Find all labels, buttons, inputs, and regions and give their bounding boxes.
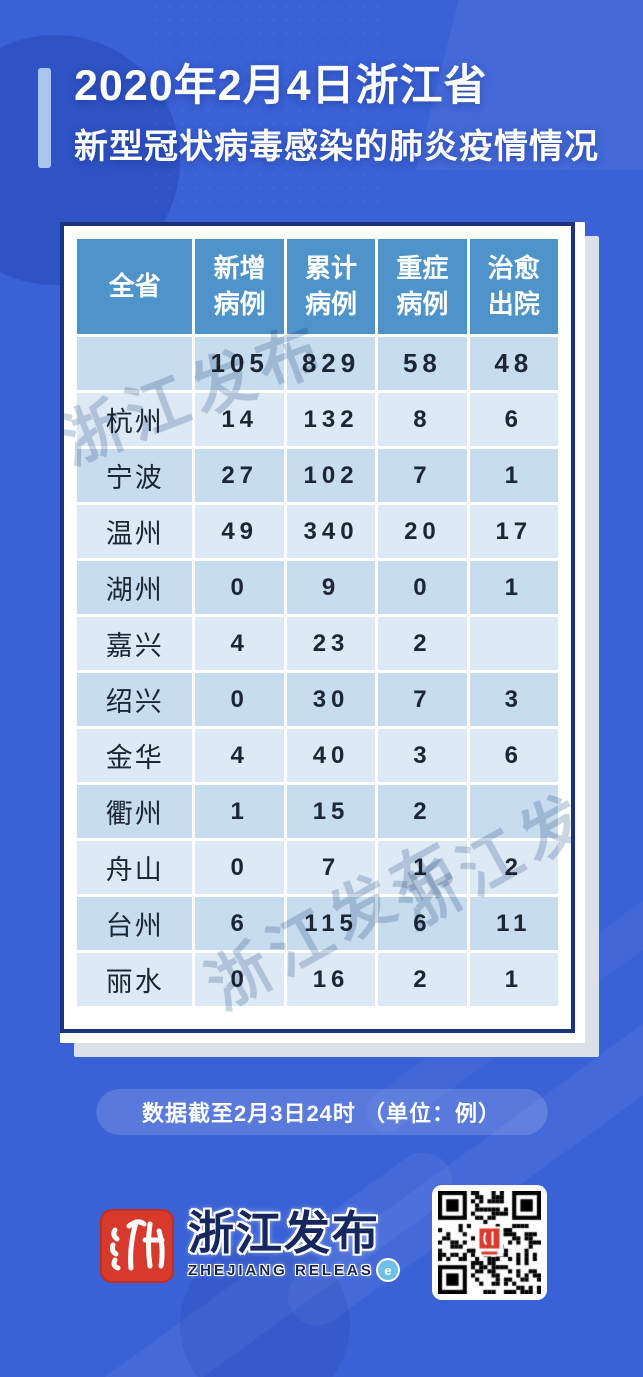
table-row: 温州 49 340 20 17 [77,505,558,558]
value-cell: 105 [195,337,284,390]
value-cell: 1 [469,561,558,614]
table-row: 舟山 0 7 1 2 [77,841,558,894]
city-cell: 杭州 [77,393,193,446]
value-cell: 15 [286,785,376,838]
poster-title-line2: 新型冠状病毒感染的肺炎疫情情况 [74,128,599,167]
city-cell: 台州 [77,897,193,950]
table-row: 105 829 58 48 [77,337,558,390]
value-cell: 0 [195,953,284,1006]
value-cell: 2 [469,841,558,894]
logo-text: 浙江发布 ZHEJIANG RELEAS e [188,1207,398,1281]
city-cell: 舟山 [77,841,193,894]
value-cell: 9 [286,561,376,614]
value-cell: 340 [286,505,376,558]
value-cell: 7 [286,841,376,894]
seal-icon [100,1209,174,1283]
value-cell: 1 [195,785,284,838]
value-cell: 58 [378,337,467,390]
table-row: 绍兴 0 30 7 3 [77,673,558,726]
header-cell-0: 全省 [77,239,193,334]
epidemic-table: 全省 新增 病例 累计 病例 重症 病例 治愈 出院 105 829 58 48 杭州 14 132… [74,236,561,1009]
value-cell [469,617,558,670]
table-row: 杭州 14 132 8 6 [77,393,558,446]
value-cell: 49 [195,505,284,558]
city-cell: 嘉兴 [77,617,193,670]
data-note-pill: 数据截至2月3日24时 （单位：例） [95,1089,548,1135]
value-cell: 132 [286,393,376,446]
title-accent-bar [38,68,51,168]
publisher-logo: 浙江发布 ZHEJIANG RELEAS e [100,1209,398,1283]
table-row: 台州 6 115 6 11 [77,897,558,950]
poster-title-line1: 2020年2月4日浙江省 [74,62,488,110]
value-cell: 4 [195,617,284,670]
title-block: 2020年2月4日浙江省 新型冠状病毒感染的肺炎疫情情况 [38,62,599,168]
value-cell: 40 [286,729,376,782]
table-row: 丽水 0 16 2 1 [77,953,558,1006]
value-cell: 1 [469,449,558,502]
logo-subtitle-text: ZHEJIANG RELEAS [188,1261,374,1279]
value-cell: 48 [469,337,558,390]
logo-name: 浙江发布 [188,1207,380,1259]
table-row: 嘉兴 4 23 2 [77,617,558,670]
header-cell-4: 治愈 出院 [469,239,558,334]
value-cell: 0 [195,841,284,894]
value-cell: 7 [378,673,467,726]
value-cell: 2 [378,617,467,670]
value-cell: 14 [195,393,284,446]
value-cell: 6 [469,393,558,446]
card-frame: 全省 新增 病例 累计 病例 重症 病例 治愈 出院 105 829 58 48 杭州 14 132… [60,222,575,1033]
value-cell: 1 [469,953,558,1006]
value-cell: 16 [286,953,376,1006]
table-row: 衢州 1 15 2 [77,785,558,838]
value-cell: 2 [378,785,467,838]
header-cell-1: 新增 病例 [195,239,284,334]
value-cell: 17 [469,505,558,558]
value-cell: 8 [378,393,467,446]
footer: 浙江发布 ZHEJIANG RELEAS e [0,1185,643,1300]
city-cell [77,337,193,390]
value-cell: 2 [378,953,467,1006]
logo-subtitle: ZHEJIANG RELEAS e [188,1260,398,1281]
value-cell: 1 [378,841,467,894]
header-cell-3: 重症 病例 [378,239,467,334]
table-row: 金华 4 40 3 6 [77,729,558,782]
city-cell: 金华 [77,729,193,782]
table-row: 湖州 0 9 0 1 [77,561,558,614]
data-card: 全省 新增 病例 累计 病例 重症 病例 治愈 出院 105 829 58 48 杭州 14 132… [60,222,600,1058]
city-cell: 丽水 [77,953,193,1006]
value-cell: 23 [286,617,376,670]
city-cell: 宁波 [77,449,193,502]
card-background: 全省 新增 病例 累计 病例 重症 病例 治愈 出院 105 829 58 48 杭州 14 132… [60,222,585,1043]
logo-badge-icon: e [377,1260,398,1281]
value-cell: 3 [469,673,558,726]
value-cell: 3 [378,729,467,782]
value-cell [469,785,558,838]
qr-code [432,1185,547,1300]
value-cell: 0 [195,673,284,726]
value-cell: 102 [286,449,376,502]
header-cell-2: 累计 病例 [286,239,376,334]
value-cell: 20 [378,505,467,558]
value-cell: 30 [286,673,376,726]
value-cell: 6 [469,729,558,782]
value-cell: 6 [195,897,284,950]
value-cell: 11 [469,897,558,950]
city-cell: 绍兴 [77,673,193,726]
value-cell: 0 [378,561,467,614]
value-cell: 829 [286,337,376,390]
value-cell: 7 [378,449,467,502]
value-cell: 0 [195,561,284,614]
city-cell: 温州 [77,505,193,558]
table-row: 宁波 27 102 7 1 [77,449,558,502]
city-cell: 湖州 [77,561,193,614]
value-cell: 27 [195,449,284,502]
value-cell: 6 [378,897,467,950]
value-cell: 115 [286,897,376,950]
city-cell: 衢州 [77,785,193,838]
value-cell: 4 [195,729,284,782]
